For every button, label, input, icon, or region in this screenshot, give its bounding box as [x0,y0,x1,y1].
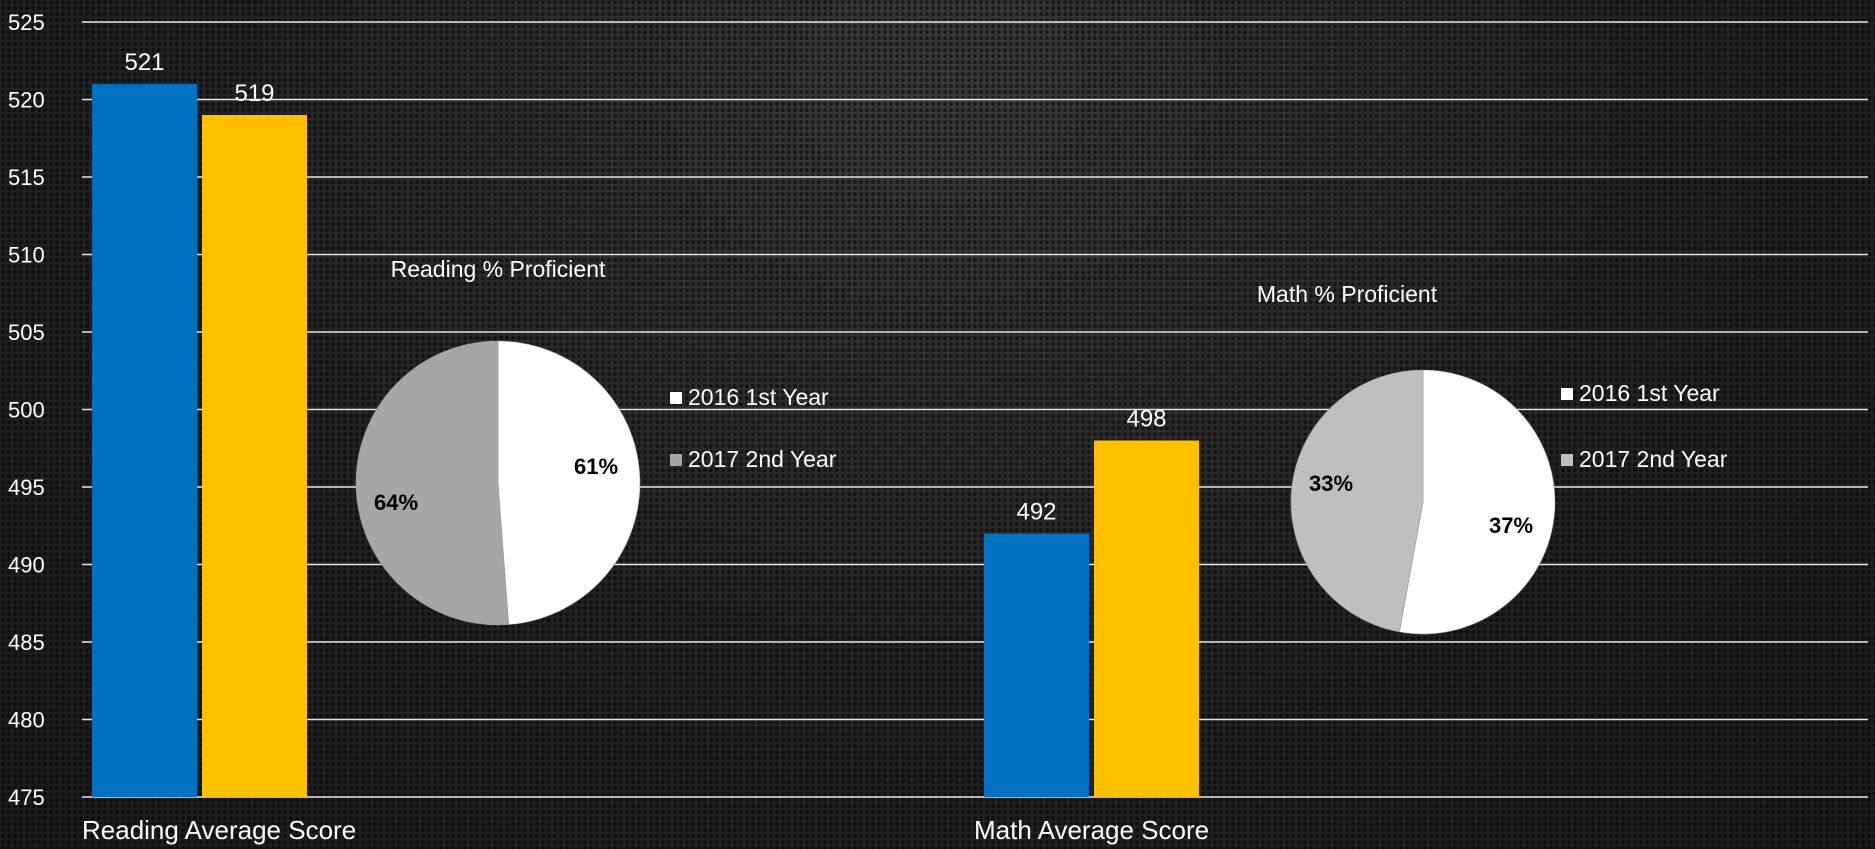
y-tick-label: 525 [8,10,45,35]
y-tick-label: 490 [8,553,45,578]
pie-slice-label: 33% [1309,471,1353,496]
legend-swatch [1561,388,1573,400]
y-tick-label: 485 [8,630,45,655]
legend-swatch [670,454,682,466]
gridlines [82,21,1868,798]
reading-proficiency-pie: Reading % Proficient 61% 64% 2016 1st Yea… [355,256,837,626]
reading-pie-title: Reading % Proficient [391,256,606,282]
y-tick-label: 480 [8,708,45,733]
bar-series [92,84,1199,797]
legend-swatch [670,392,682,404]
pie-slice [497,340,641,625]
y-tick-label: 475 [8,785,45,810]
bar-data-labels: 521 519 492 498 [124,49,1166,526]
category-label: Math Average Score [974,815,1209,845]
legend-label: 2016 1st Year [688,384,829,410]
y-tick-label: 520 [8,88,45,113]
pie-slice-label: 64% [374,490,418,515]
y-tick-label: 495 [8,475,45,500]
bar-value-label: 498 [1126,406,1166,433]
bar-value-label: 521 [124,49,164,76]
bar-value-label: 492 [1016,499,1056,526]
bar [984,533,1089,797]
x-axis-category-labels: Reading Average Score Math Average Score [82,815,1209,845]
math-pie-legend: 2016 1st Year 2017 2nd Year [1561,380,1728,472]
legend-label: 2016 1st Year [1579,380,1720,406]
y-axis-tick-labels: 475 480 485 490 495 500 505 510 515 520 525 [8,10,45,810]
legend-label: 2017 2nd Year [688,446,837,472]
pie-slice [1290,369,1424,633]
pie-slice-label: 61% [574,454,618,479]
bar [202,115,307,797]
math-pie-labels: 37% 33% [1309,471,1533,538]
y-tick-label: 515 [8,165,45,190]
legend-label: 2017 2nd Year [1579,446,1728,472]
y-tick-label: 510 [8,243,45,268]
y-tick-label: 505 [8,320,45,345]
pie-slice-label: 37% [1489,513,1533,538]
pie-slice [355,340,510,626]
math-pie-slices [1290,369,1556,635]
reading-pie-legend: 2016 1st Year 2017 2nd Year [670,384,837,472]
math-pie-title: Math % Proficient [1257,281,1438,307]
pie-slice [1399,369,1556,635]
legend-swatch [1561,454,1573,466]
y-tick-label: 500 [8,398,45,423]
category-label: Reading Average Score [82,815,356,845]
bar-value-label: 519 [234,80,274,107]
reading-pie-slices [355,340,641,626]
bar [1094,440,1199,797]
math-proficiency-pie: Math % Proficient 37%33% 2016 1st Year20… [1257,281,1728,635]
bar [92,84,197,797]
reading-pie-labels: 61% 64% [374,454,618,515]
